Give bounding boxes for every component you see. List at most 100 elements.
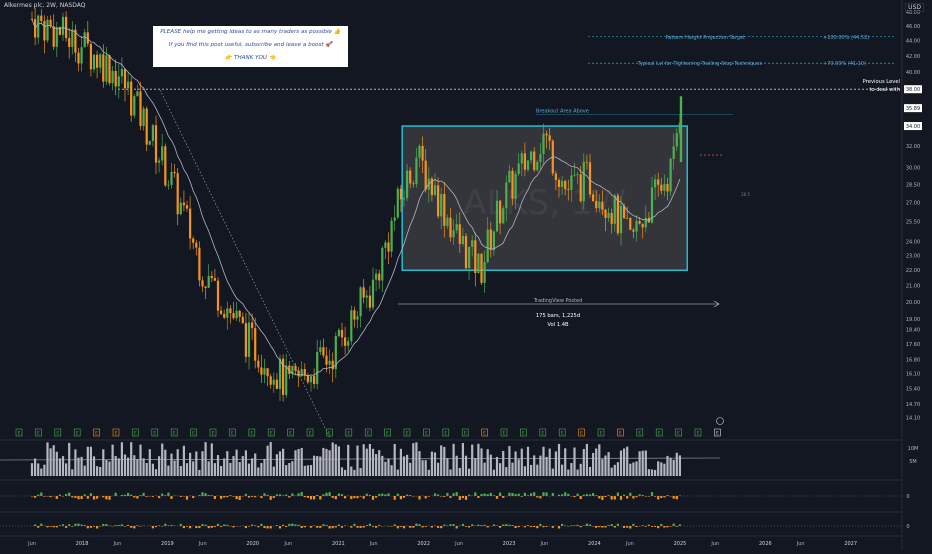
indicator-bar <box>552 493 554 496</box>
indicator-bar <box>611 496 613 500</box>
indicator-bar <box>304 496 306 497</box>
candle-body <box>245 323 247 357</box>
volume-bar <box>400 449 402 476</box>
candle-body <box>356 316 358 319</box>
candle-body <box>93 55 95 70</box>
volume-bar <box>679 455 681 476</box>
volume-bar <box>394 444 396 476</box>
candle-body <box>673 146 675 158</box>
indicator-bar-2 <box>208 526 210 528</box>
time-axis-label: 2019 <box>161 541 174 547</box>
indicator-bar-2 <box>456 526 458 528</box>
volume-bar <box>96 466 98 476</box>
candle-body <box>130 82 132 116</box>
indicator-bar <box>245 494 247 496</box>
candle-body <box>549 135 551 140</box>
volume-bar <box>645 451 647 476</box>
volume-bar <box>37 463 39 476</box>
volume-bar <box>40 469 42 476</box>
candle-body <box>121 69 123 76</box>
volume-bar <box>654 470 656 476</box>
indicator-bar-2 <box>195 526 197 528</box>
candle-body <box>65 17 67 38</box>
candle-body <box>366 296 368 298</box>
volume-bar <box>307 465 309 476</box>
candle-body <box>118 76 120 86</box>
indicator-bar <box>676 496 678 499</box>
volume-axis-label: 10M <box>908 446 919 452</box>
candle-body <box>524 153 526 169</box>
volume-bar <box>180 466 182 476</box>
indicator-bar <box>502 496 504 498</box>
indicator-bar <box>143 493 145 496</box>
indicator-bar <box>462 496 464 498</box>
candle-body <box>418 146 420 158</box>
indicator-bar-2 <box>310 526 312 528</box>
volume-bar <box>363 444 365 476</box>
volume-bar <box>167 466 169 476</box>
indicator-bar-2 <box>220 526 222 527</box>
candle-body <box>180 203 182 215</box>
indicator-bar-2 <box>189 526 191 528</box>
volume-bar <box>555 451 557 476</box>
indicator-bar <box>474 492 476 496</box>
indicator-bar-2 <box>403 526 405 528</box>
price-axis-label: 19.00 <box>906 317 920 323</box>
candle-body <box>592 194 594 201</box>
volume-bar <box>174 461 176 476</box>
currency-label[interactable]: USD <box>905 3 924 12</box>
indicator-bar-2 <box>62 524 64 526</box>
volume-bar <box>493 470 495 476</box>
earnings-marker: E <box>326 429 332 437</box>
time-axis-label: Jun <box>198 541 207 547</box>
time-axis-label: 2021 <box>332 541 345 547</box>
candle-body <box>285 366 287 395</box>
price-axis-label: 28.50 <box>906 182 920 188</box>
volume-bar <box>598 444 600 476</box>
indicator-bar-2 <box>353 524 355 526</box>
earnings-marker: E <box>346 429 352 437</box>
indicator-bar-2 <box>332 526 334 528</box>
indicator-bar <box>310 496 312 499</box>
indicator-bar <box>639 494 641 496</box>
volume-bar <box>220 466 222 476</box>
indicator-bar <box>105 496 107 499</box>
candle-body <box>322 347 324 355</box>
earnings-marker: E <box>540 429 546 437</box>
indicator-bar <box>363 496 365 499</box>
volume-bar <box>676 453 678 476</box>
indicator-bar-2 <box>313 525 315 526</box>
indicator-bar <box>617 493 619 496</box>
volume-bar <box>397 470 399 476</box>
indicator-bar-2 <box>673 524 675 526</box>
candle-body <box>263 368 265 374</box>
indicator-bar <box>273 496 275 498</box>
candle-body <box>632 230 634 232</box>
volume-bar <box>586 444 588 476</box>
volume-bar <box>505 467 507 476</box>
earnings-marker: E <box>656 429 662 437</box>
time-axis-label: 2025 <box>674 541 687 547</box>
svg-text:E: E <box>153 431 156 437</box>
volume-bar <box>183 446 185 476</box>
candle-body <box>601 202 603 210</box>
svg-text:E: E <box>677 431 680 437</box>
indicator-bar <box>130 495 132 496</box>
volume-bar <box>56 452 58 476</box>
volume-bar <box>149 449 151 476</box>
indicator-bar <box>425 496 427 498</box>
candle-body <box>477 254 479 273</box>
trendline <box>160 90 330 438</box>
indicator-bar <box>115 493 117 496</box>
earnings-marker: E <box>171 429 177 437</box>
volume-bar <box>564 448 566 476</box>
volume-bar <box>84 466 86 476</box>
svg-text:E: E <box>134 431 137 437</box>
indicator-bar <box>291 493 293 496</box>
volume-bar <box>130 442 132 476</box>
indicator-bar <box>397 494 399 496</box>
price-axis-label: 32.00 <box>906 144 920 150</box>
candle-body <box>676 133 678 146</box>
